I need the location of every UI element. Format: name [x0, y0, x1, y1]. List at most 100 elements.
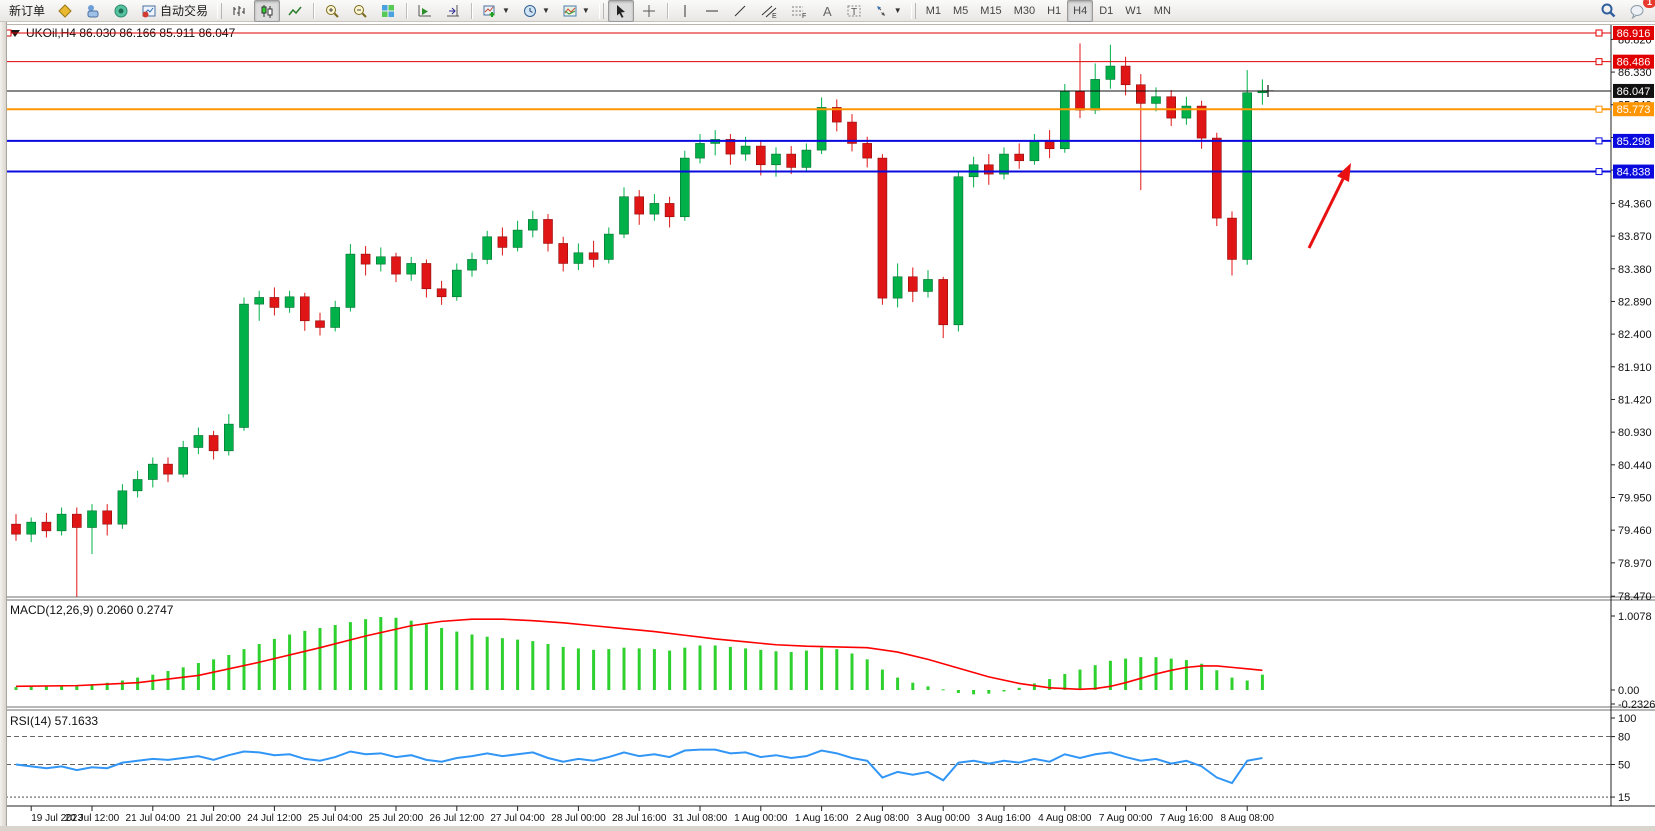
svg-text:E: E [772, 13, 777, 19]
time-label: 26 Jul 12:00 [430, 813, 485, 824]
metaeditor-button[interactable] [80, 0, 106, 22]
trendline-tool[interactable] [727, 0, 753, 22]
macd-bar [698, 645, 702, 690]
vertical-line-icon [684, 4, 686, 17]
macd-bar [470, 634, 474, 690]
bar-chart-button[interactable] [226, 0, 252, 22]
macd-bar [804, 650, 808, 690]
macd-bar [1124, 658, 1128, 690]
macd-bar [1017, 687, 1021, 690]
candle [345, 253, 356, 308]
price-badge-value: 86.047 [1617, 86, 1651, 98]
search-button[interactable] [1595, 0, 1622, 22]
add-indicator-button[interactable]: ▼ [477, 0, 515, 22]
candle [816, 107, 827, 151]
price-badge-value: 84.838 [1617, 167, 1651, 179]
candle [269, 297, 280, 308]
timeframe-D1[interactable]: D1 [1099, 4, 1114, 17]
price-badge-value: 86.486 [1617, 57, 1651, 69]
signals-button[interactable] [108, 0, 134, 22]
periods-button[interactable]: ▼ [517, 0, 555, 22]
candle [1120, 65, 1131, 86]
hline-handle[interactable] [1595, 105, 1603, 113]
timeframe-M30[interactable]: M30 [1013, 4, 1036, 17]
candle [1075, 91, 1085, 111]
crosshair-tool-button[interactable] [636, 0, 662, 22]
line-chart-button[interactable] [282, 0, 308, 22]
candlestick-chart-button[interactable] [254, 0, 281, 22]
price-badge [1613, 83, 1654, 98]
macd-bar [607, 649, 611, 690]
macd-bar [576, 648, 580, 690]
candle [299, 296, 310, 322]
candle [117, 490, 128, 525]
chat-button[interactable]: 1 [1624, 0, 1655, 22]
tile-windows-icon [382, 4, 395, 17]
metaeditor-icon [87, 4, 99, 17]
vertical-line-tool[interactable] [673, 0, 697, 22]
time-label: 24 Jul 12:00 [247, 813, 302, 824]
timeframe-MN[interactable]: MN [1153, 4, 1171, 17]
time-label: 4 Aug 08:00 [1038, 813, 1092, 824]
candle [1181, 105, 1192, 119]
fibonacci-tool[interactable]: F [785, 0, 813, 22]
candle [938, 279, 949, 326]
timeframe-W1[interactable]: W1 [1125, 4, 1142, 17]
new-order-button[interactable]: 新订单 [4, 0, 50, 22]
time-label: 19 Jul 2023 [31, 813, 83, 824]
text-tool[interactable]: A [815, 0, 839, 22]
arrows-tool[interactable]: ▼ [869, 0, 907, 22]
annotation-arrow-shaft[interactable] [1307, 178, 1345, 249]
candle [1029, 140, 1040, 162]
autotrading-button[interactable]: 自动交易 [136, 0, 213, 22]
signals-icon [114, 4, 128, 17]
timeframe-H4[interactable]: H4 [1067, 0, 1094, 22]
zoom-in-button[interactable] [319, 0, 345, 22]
cursor-tool-button[interactable] [607, 0, 634, 22]
autotrading-icon [142, 5, 156, 17]
macd-bar [1048, 679, 1052, 690]
macd-bar [409, 620, 413, 690]
candle [831, 107, 842, 123]
price-tick-label: 83.870 [1618, 231, 1652, 243]
candle [740, 145, 751, 155]
rsi-label: RSI(14) 57.1633 [10, 714, 98, 728]
search-icon [1601, 3, 1616, 18]
timeframe-H1[interactable]: H1 [1047, 4, 1062, 17]
zoom-out-icon [354, 4, 367, 18]
fibonacci-icon: F [791, 6, 806, 19]
macd-bar [212, 659, 216, 690]
timeframe-M15[interactable]: M15 [980, 4, 1002, 17]
toolbar-separator [471, 2, 473, 19]
hline-handle[interactable] [1595, 168, 1603, 176]
annotation-arrow-head[interactable] [1337, 163, 1351, 182]
horizontal-line-tool[interactable] [699, 0, 725, 22]
macd-axis-label: 0.00 [1618, 685, 1639, 697]
candle [72, 513, 82, 528]
macd-bar [880, 669, 884, 690]
hline-handle[interactable] [1595, 29, 1603, 37]
templates-button[interactable]: ▼ [557, 0, 595, 22]
time-label: 3 Aug 00:00 [917, 813, 971, 824]
equidistant-channel-tool[interactable]: E [755, 0, 783, 22]
auto-scroll-button[interactable] [412, 0, 438, 22]
line-chart-icon [288, 6, 302, 15]
new-chart-button[interactable] [52, 0, 78, 22]
timeframe-M1[interactable]: M1 [925, 4, 941, 17]
time-label: 7 Aug 00:00 [1099, 813, 1153, 824]
macd-bar [820, 647, 824, 690]
price-tick-label: 82.890 [1618, 296, 1652, 308]
price-tick-label: 81.420 [1618, 394, 1652, 406]
timeframe-M5[interactable]: M5 [953, 4, 969, 17]
chart-shift-button[interactable] [440, 0, 466, 22]
zoom-out-button[interactable] [347, 0, 373, 22]
hline-handle[interactable] [1595, 58, 1603, 66]
hline-handle[interactable] [1595, 137, 1603, 145]
text-icon: A [823, 4, 832, 19]
text-label-tool[interactable]: T [841, 0, 867, 22]
candle [132, 479, 143, 492]
time-label: 27 Jul 04:00 [490, 813, 545, 824]
add-indicator-caret: ▼ [502, 6, 510, 15]
tile-windows-button[interactable] [375, 0, 401, 22]
candle [786, 153, 797, 168]
